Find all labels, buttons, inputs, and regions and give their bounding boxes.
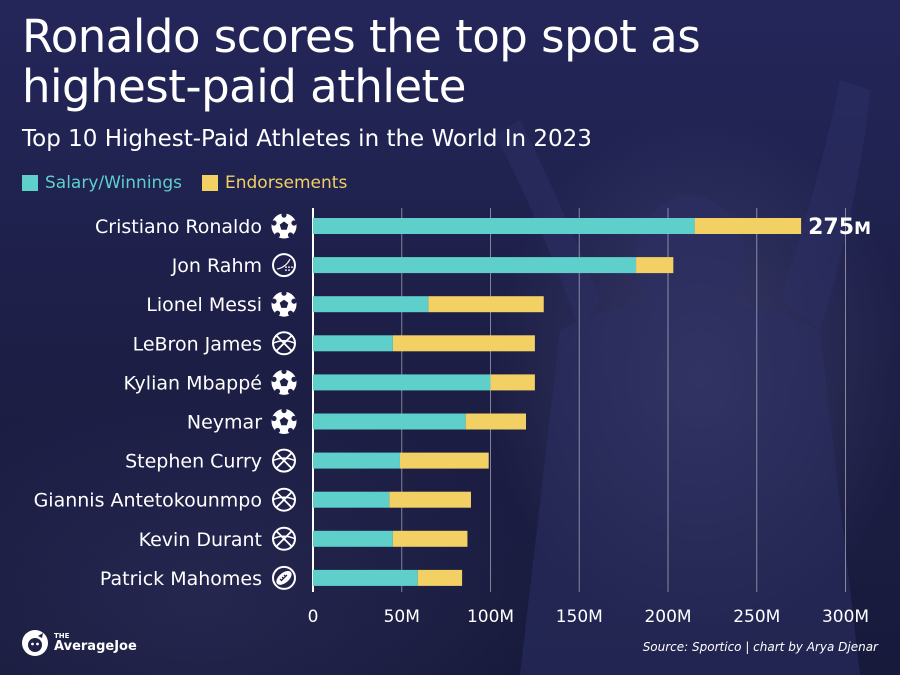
legend-item-endorsements: Endorsements <box>201 173 348 193</box>
chart-legend: Salary/Winnings Endorsements <box>22 173 357 193</box>
athlete-label: Lionel Messi <box>146 294 262 316</box>
basketball-icon <box>272 331 296 356</box>
basketball-icon <box>272 526 296 551</box>
legend-label-endorsements: Endorsements <box>224 173 348 193</box>
golf-ball-icon <box>272 253 296 278</box>
bar-salary <box>313 296 429 313</box>
basketball-icon <box>272 487 296 512</box>
athlete-label: Patrick Mahomes <box>100 568 262 590</box>
athlete-label: LeBron James <box>133 333 262 355</box>
x-tick-label: 300M <box>822 607 869 627</box>
athlete-label: Jon Rahm <box>171 255 262 277</box>
legend-item-salary: Salary/Winnings <box>22 173 182 193</box>
total-annotation: 275M <box>808 215 871 240</box>
bar-salary <box>313 530 393 547</box>
soccer-ball-icon <box>271 368 297 395</box>
athlete-label: Giannis Antetokounmpo <box>34 490 262 512</box>
x-tick-label: 0 <box>308 607 319 627</box>
bar-endorsements <box>389 491 471 508</box>
bar-salary <box>313 413 466 430</box>
average-joe-logo: THE AverageJoe <box>22 630 137 656</box>
logo-icon <box>22 630 48 656</box>
american-football-icon <box>272 565 296 590</box>
legend-swatch-endorsements <box>201 175 218 191</box>
athlete-label: Kylian Mbappé <box>123 372 262 394</box>
soccer-ball-icon <box>271 290 297 317</box>
bar-endorsements <box>417 569 463 586</box>
logo-prefix: THE <box>54 632 70 640</box>
athlete-label: Neymar <box>187 412 262 434</box>
soccer-ball-icon <box>271 212 297 239</box>
athlete-label: Cristiano Ronaldo <box>95 216 262 238</box>
bar-salary <box>313 491 390 508</box>
bar-salary <box>313 452 400 469</box>
logo-name: AverageJoe <box>54 639 137 654</box>
page-title: Ronaldo scores the top spot as highest-p… <box>22 10 701 113</box>
bar-endorsements <box>694 218 802 234</box>
bar-endorsements <box>399 452 489 469</box>
source-credit: Source: Sportico | chart by Arya Djenar <box>642 640 878 654</box>
chart-subtitle: Top 10 Highest-Paid Athletes in the Worl… <box>22 126 592 152</box>
bar-endorsements <box>392 335 535 352</box>
athlete-label: Kevin Durant <box>139 529 262 551</box>
bar-salary <box>313 335 393 352</box>
bar-salary <box>313 218 695 234</box>
x-tick-label: 250M <box>733 607 780 627</box>
soccer-ball-icon <box>271 407 297 434</box>
bar-endorsements <box>490 374 535 391</box>
x-tick-label: 50M <box>384 607 420 627</box>
bar-endorsements <box>465 413 526 430</box>
legend-label-salary: Salary/Winnings <box>45 173 182 193</box>
bar-salary <box>313 374 491 391</box>
bar-endorsements <box>636 257 674 274</box>
bar-salary <box>313 569 418 586</box>
bar-salary <box>313 257 637 274</box>
athlete-label: Stephen Curry <box>125 451 262 473</box>
x-tick-label: 150M <box>556 607 603 627</box>
x-tick-label: 200M <box>644 607 691 627</box>
basketball-icon <box>272 448 296 473</box>
bar-endorsements <box>428 296 544 313</box>
legend-swatch-salary <box>22 175 38 191</box>
x-tick-label: 100M <box>467 607 514 627</box>
bar-endorsements <box>392 530 468 547</box>
